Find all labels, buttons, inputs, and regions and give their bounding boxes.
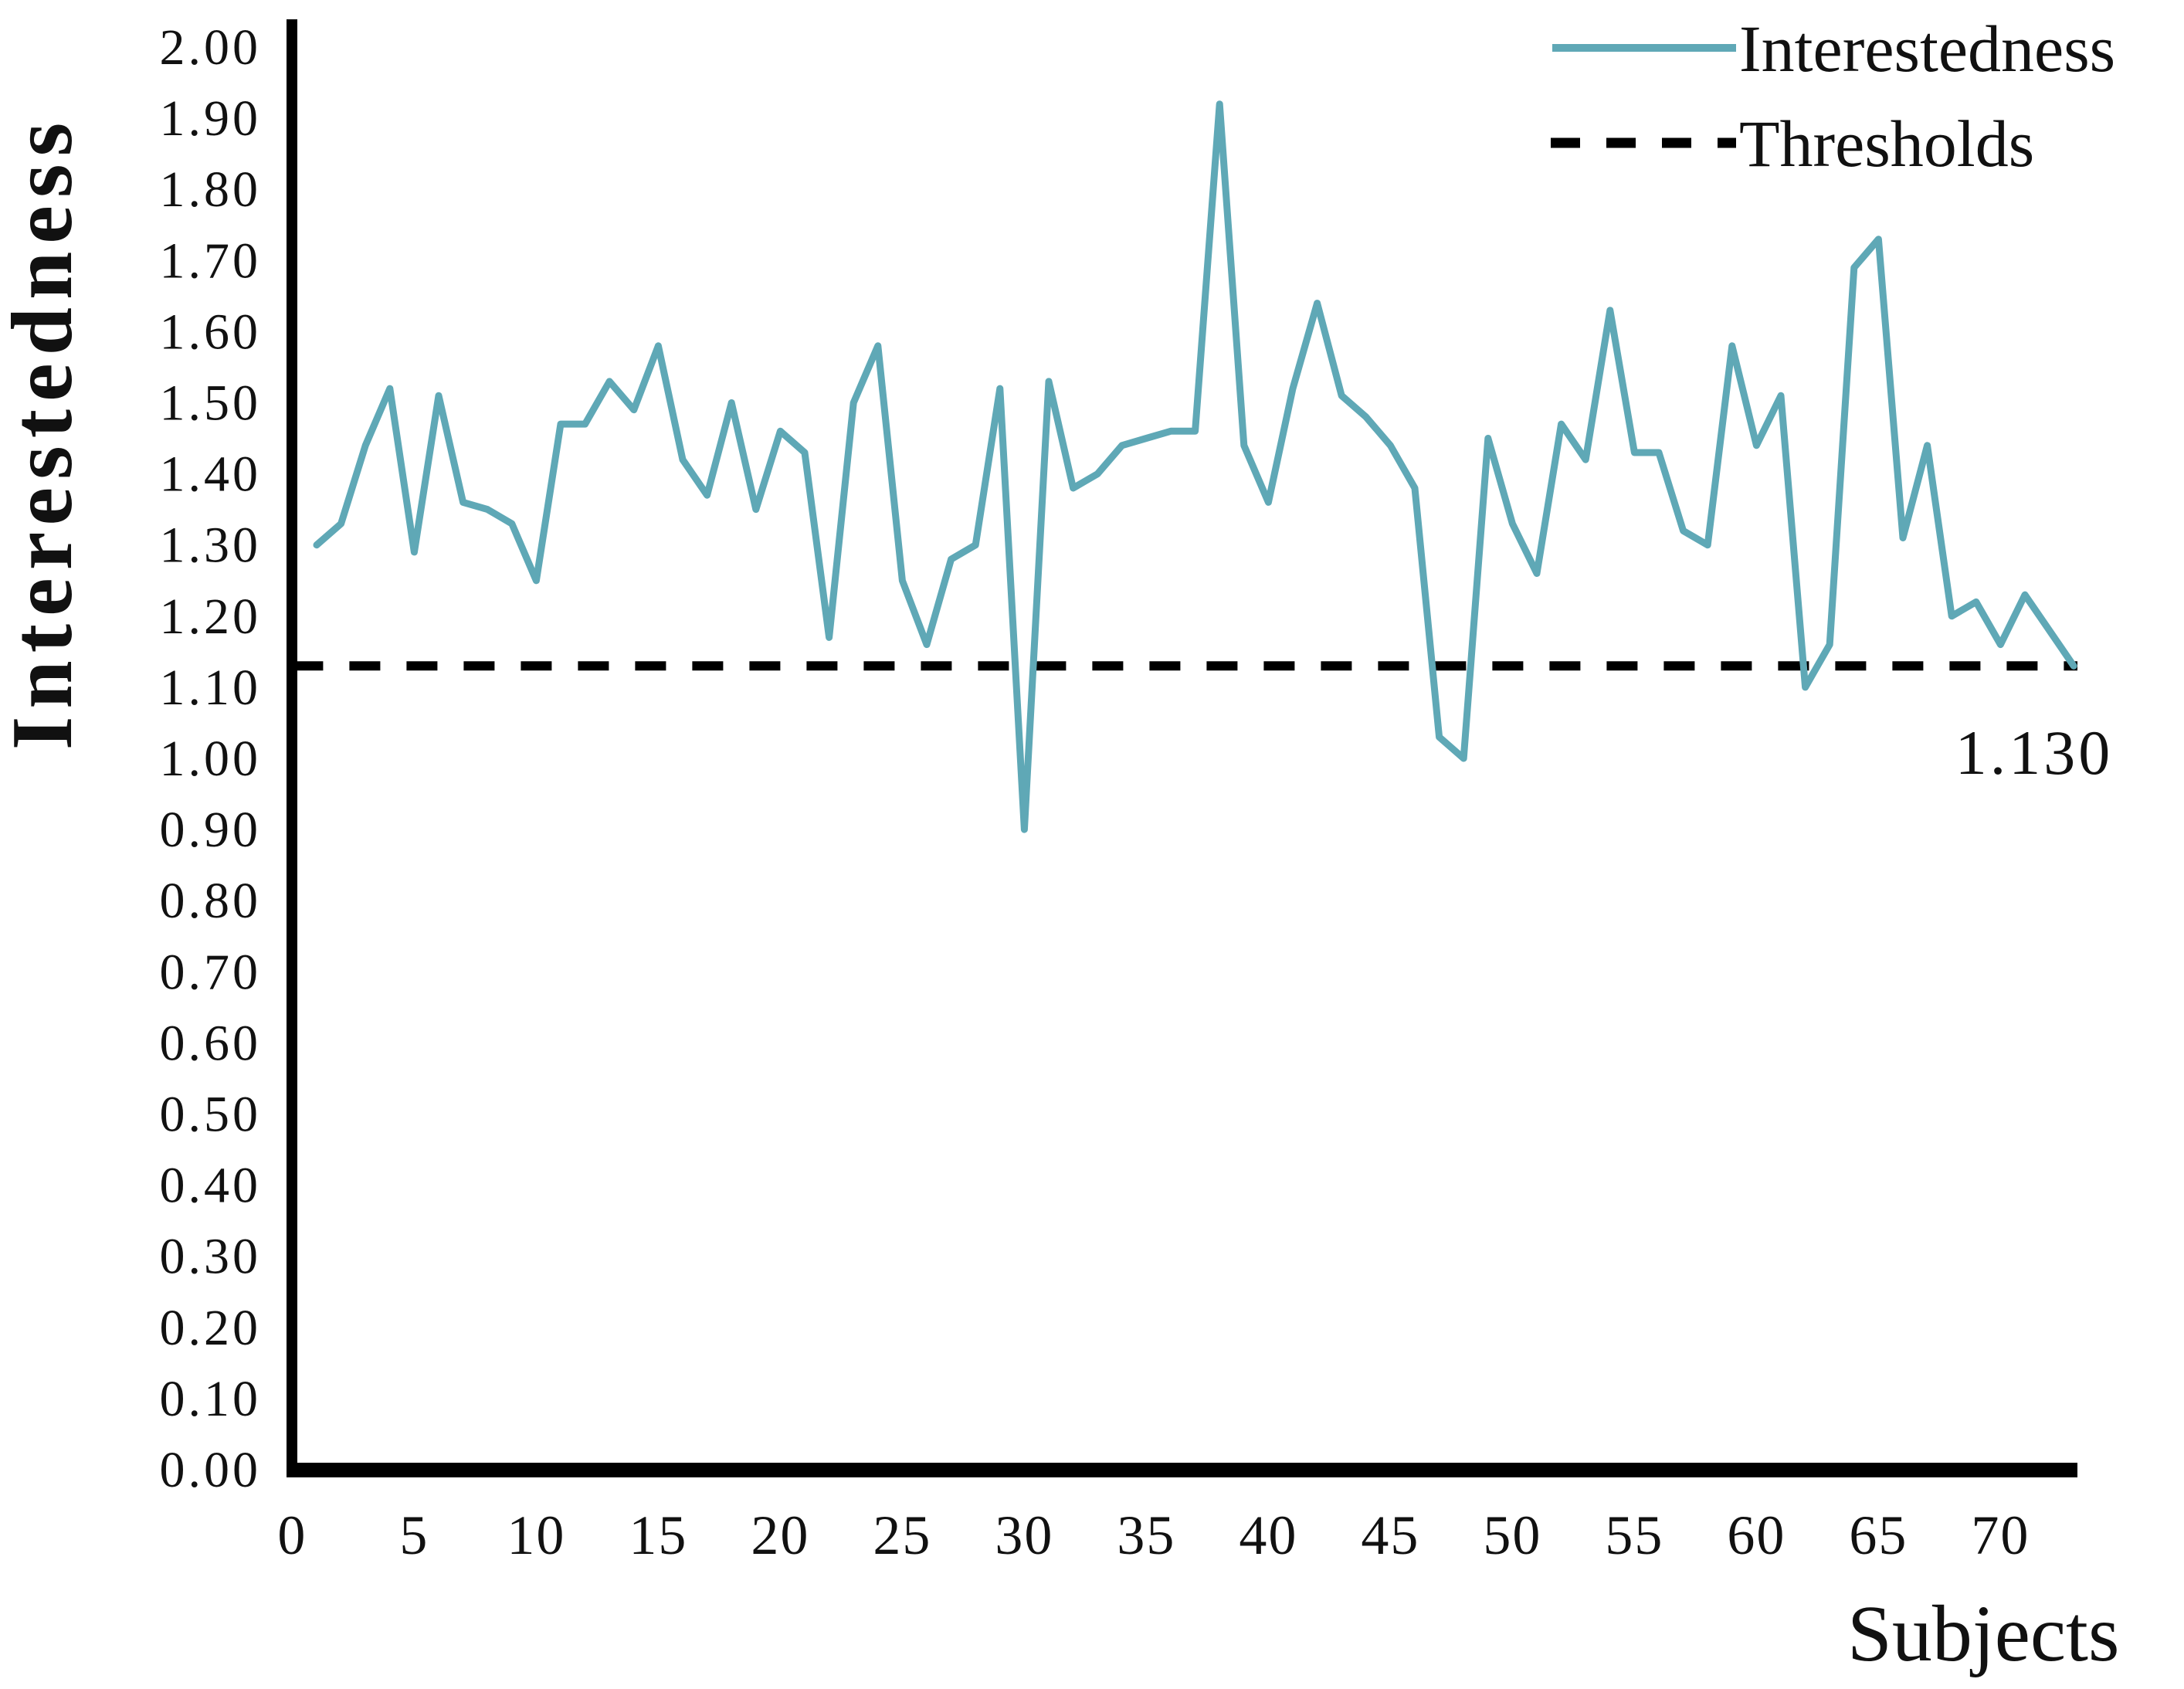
y-tick-label: 1.80	[160, 161, 262, 218]
y-tick-label: 1.50	[160, 375, 262, 432]
x-axis-line	[287, 1463, 2077, 1477]
y-tick-label: 1.70	[160, 232, 262, 289]
x-tick-label: 5	[399, 1504, 429, 1566]
x-tick-label: 15	[629, 1504, 687, 1566]
x-tick-label: 0	[277, 1504, 307, 1566]
x-tick-label: 10	[507, 1504, 565, 1566]
legend-interestedness-label: Interestedness	[1739, 12, 2115, 86]
y-tick-label: 0.40	[160, 1158, 262, 1214]
y-axis-tick-labels: 0.00 0.10 0.20 0.30 0.40 0.50 0.60 0.70 0.80 0.90…	[160, 19, 262, 1498]
x-tick-label: 70	[1971, 1504, 2030, 1566]
y-tick-label: 1.60	[160, 304, 262, 360]
y-tick-label: 0.20	[160, 1300, 262, 1356]
x-tick-label: 60	[1727, 1504, 1786, 1566]
legend-thresholds-label: Thresholds	[1739, 107, 2034, 181]
y-tick-label: 0.50	[160, 1087, 262, 1143]
x-axis-tick-labels: 0 5 10 15 20 25 30 35 40 45 50 55 60 65 70	[277, 1504, 2030, 1566]
y-tick-label: 1.00	[160, 731, 262, 787]
x-tick-label: 50	[1483, 1504, 1541, 1566]
x-axis-title: Subjects	[1847, 1589, 2119, 1678]
x-tick-label: 25	[873, 1504, 931, 1566]
legend: Interestedness Thresholds	[1551, 12, 2115, 181]
threshold-value-label: 1.130	[1955, 717, 2114, 788]
y-axis-title: Interestedness	[0, 115, 90, 750]
y-tick-label: 1.90	[160, 90, 262, 147]
y-tick-label: 1.20	[160, 588, 262, 645]
y-tick-label: 1.30	[160, 517, 262, 574]
y-tick-label: 1.40	[160, 446, 262, 503]
y-tick-label: 0.30	[160, 1229, 262, 1285]
interestedness-series-line	[313, 100, 2077, 833]
y-tick-label: 0.90	[160, 802, 262, 858]
y-axis-line	[287, 19, 297, 1477]
x-tick-label: 65	[1849, 1504, 1908, 1566]
x-tick-label: 45	[1361, 1504, 1419, 1566]
x-tick-label: 20	[751, 1504, 809, 1566]
y-tick-label: 0.60	[160, 1015, 262, 1071]
y-tick-label: 2.00	[160, 19, 262, 76]
x-tick-label: 55	[1605, 1504, 1663, 1566]
y-tick-label: 0.70	[160, 944, 262, 1000]
y-tick-label: 1.10	[160, 660, 262, 716]
x-tick-label: 30	[995, 1504, 1053, 1566]
x-tick-label: 35	[1117, 1504, 1175, 1566]
y-tick-label: 0.10	[160, 1371, 262, 1427]
y-tick-label: 0.80	[160, 873, 262, 929]
x-tick-label: 40	[1239, 1504, 1297, 1566]
y-tick-label: 0.00	[160, 1442, 262, 1498]
